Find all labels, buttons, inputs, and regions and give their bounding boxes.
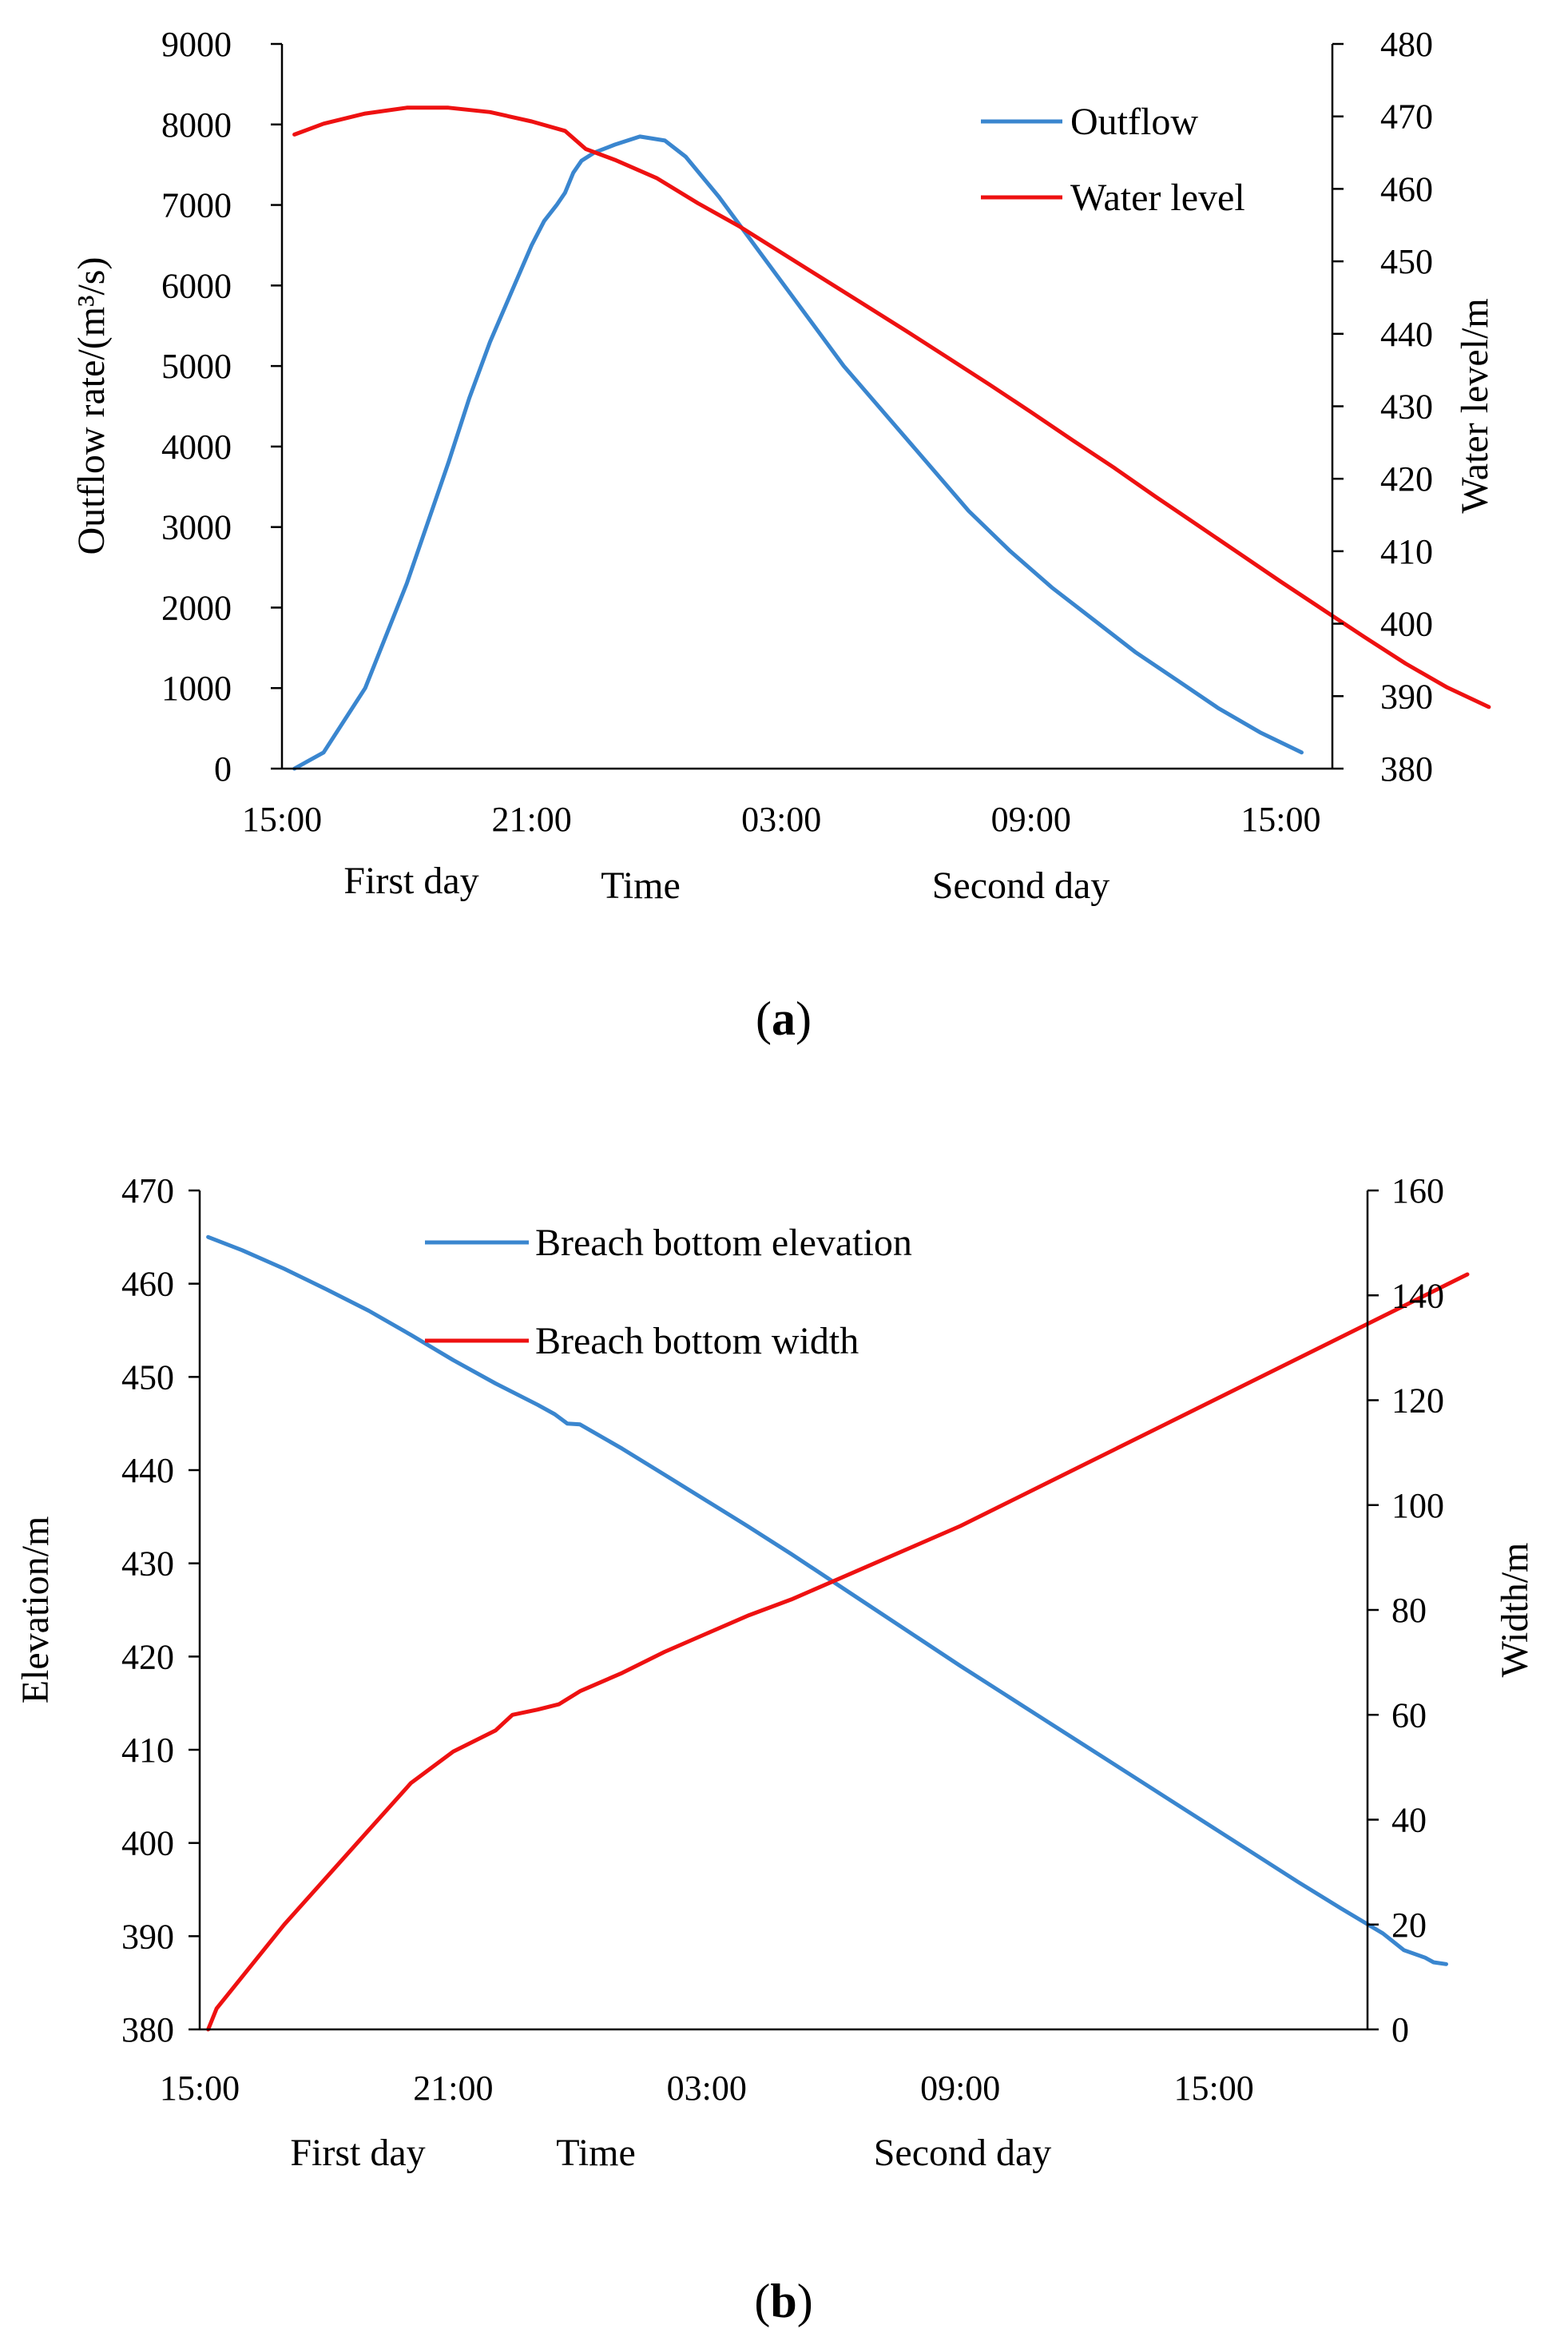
chart-a-x-tick-label: 09:00 (991, 800, 1071, 839)
chart-b-right-tick-label: 120 (1391, 1381, 1444, 1421)
chart-a-day-label-second: Second day (932, 864, 1110, 907)
chart-b-x-tick-label: 03:00 (667, 2069, 747, 2108)
chart-b-x-tick-label: 21:00 (413, 2069, 493, 2108)
chart-a-right-tick-label: 450 (1380, 242, 1433, 281)
chart-b-right-tick-label: 40 (1391, 1801, 1427, 1840)
chart-b-right-tick-label: 80 (1391, 1591, 1427, 1630)
chart-a-right-tick-label: 410 (1380, 532, 1433, 571)
chart-b-x-tick-label: 09:00 (920, 2069, 1000, 2108)
chart-a-y-left-label: Outflow rate/(m³/s) (70, 257, 113, 555)
chart-a-caption: (a) (756, 992, 812, 1045)
chart-b-legend: Breach bottom elevation Breach bottom wi… (425, 1222, 912, 1362)
chart-a-plot (292, 105, 1491, 771)
chart-b-left-tick-label: 470 (121, 1171, 174, 1210)
chart-a-x-label: Time (601, 864, 681, 907)
chart-b-x-tick-label: 15:00 (1173, 2069, 1253, 2108)
chart-b-right-tick-label: 100 (1391, 1486, 1444, 1525)
legend-label-water-level: Water level (1070, 177, 1245, 219)
chart-a-left-tick-label: 3000 (161, 508, 232, 547)
chart-a-left-tick-label: 5000 (161, 347, 232, 386)
chart-a-left-tick-label: 6000 (161, 266, 232, 305)
chart-a-right-tick-label: 400 (1380, 605, 1433, 644)
chart-b-x-label: Time (556, 2132, 636, 2174)
chart-b-ticks: 380 390 400 410 420 430 440 450 460 470 0 20 40 60 80 1… (121, 1171, 1444, 2108)
chart-a-right-tick-label: 470 (1380, 97, 1433, 137)
chart-b-left-tick-label: 390 (121, 1917, 174, 1956)
chart-b-left-tick-label: 430 (121, 1544, 174, 1584)
chart-a-y-right-label: Water level/m (1454, 298, 1496, 513)
chart-b-left-tick-label: 440 (121, 1451, 174, 1490)
chart-b-y-right-label: Width/m (1494, 1543, 1536, 1678)
chart-b-left-tick-label: 410 (121, 1731, 174, 1770)
chart-a-left-tick-label: 2000 (161, 588, 232, 627)
legend-label-breach-elevation: Breach bottom elevation (535, 1222, 912, 1264)
chart-a-right-tick-label: 460 (1380, 169, 1433, 209)
chart-b-right-tick-label: 140 (1391, 1276, 1444, 1315)
chart-a-left-tick-label: 1000 (161, 669, 232, 708)
chart-b: 380 390 400 410 420 430 440 450 460 470 0 20 40 60 80 1… (14, 1171, 1536, 2327)
chart-a-right-tick-label: 380 (1380, 749, 1433, 789)
chart-a-left-tick-label: 7000 (161, 186, 232, 225)
chart-a-x-tick-label: 21:00 (491, 800, 571, 839)
chart-b-left-tick-label: 420 (121, 1637, 174, 1676)
chart-b-day-label-first: First day (290, 2132, 425, 2174)
chart-b-right-tick-label: 160 (1391, 1171, 1444, 1210)
chart-b-x-tick-label: 15:00 (160, 2069, 240, 2108)
chart-a-legend: Outflow Water level (981, 101, 1245, 219)
chart-b-right-tick-label: 60 (1391, 1695, 1427, 1735)
chart-a: 0 1000 2000 3000 4000 5000 6000 7000 8000 9000 380… (70, 25, 1496, 1045)
chart-a-x-tick-label: 03:00 (741, 800, 821, 839)
chart-b-left-tick-label: 380 (121, 2010, 174, 2049)
chart-a-right-tick-label: 440 (1380, 315, 1433, 354)
chart-b-series-width (206, 1272, 1470, 2032)
chart-a-right-tick-label: 390 (1380, 677, 1433, 716)
chart-a-left-tick-label: 4000 (161, 427, 232, 467)
chart-a-right-tick-label: 430 (1380, 388, 1433, 427)
chart-b-left-tick-label: 400 (121, 1824, 174, 1863)
chart-b-right-tick-label: 0 (1391, 2010, 1409, 2049)
chart-b-left-tick-label: 460 (121, 1265, 174, 1304)
chart-a-x-tick-label: 15:00 (1241, 800, 1320, 839)
chart-a-right-tick-label: 420 (1380, 459, 1433, 499)
chart-a-left-tick-label: 0 (214, 749, 232, 789)
chart-a-series-water (292, 105, 1491, 709)
chart-b-y-left-label: Elevation/m (14, 1516, 57, 1704)
chart-a-x-tick-label: 15:00 (242, 800, 322, 839)
chart-b-day-label-second: Second day (874, 2132, 1052, 2174)
chart-a-ticks: 0 1000 2000 3000 4000 5000 6000 7000 8000 9000 380… (161, 25, 1433, 839)
chart-b-left-tick-label: 450 (121, 1357, 174, 1397)
chart-b-caption: (b) (754, 2275, 812, 2327)
chart-a-series-outflow (292, 134, 1304, 771)
chart-a-day-label-first: First day (343, 860, 478, 902)
chart-b-right-tick-label: 20 (1391, 1906, 1427, 1945)
legend-label-breach-width: Breach bottom width (535, 1320, 859, 1362)
chart-a-left-tick-label: 8000 (161, 105, 232, 145)
chart-b-plot (206, 1234, 1470, 2032)
chart-a-left-tick-label: 9000 (161, 25, 232, 64)
legend-label-outflow: Outflow (1070, 101, 1198, 143)
chart-a-right-tick-label: 480 (1380, 25, 1433, 64)
